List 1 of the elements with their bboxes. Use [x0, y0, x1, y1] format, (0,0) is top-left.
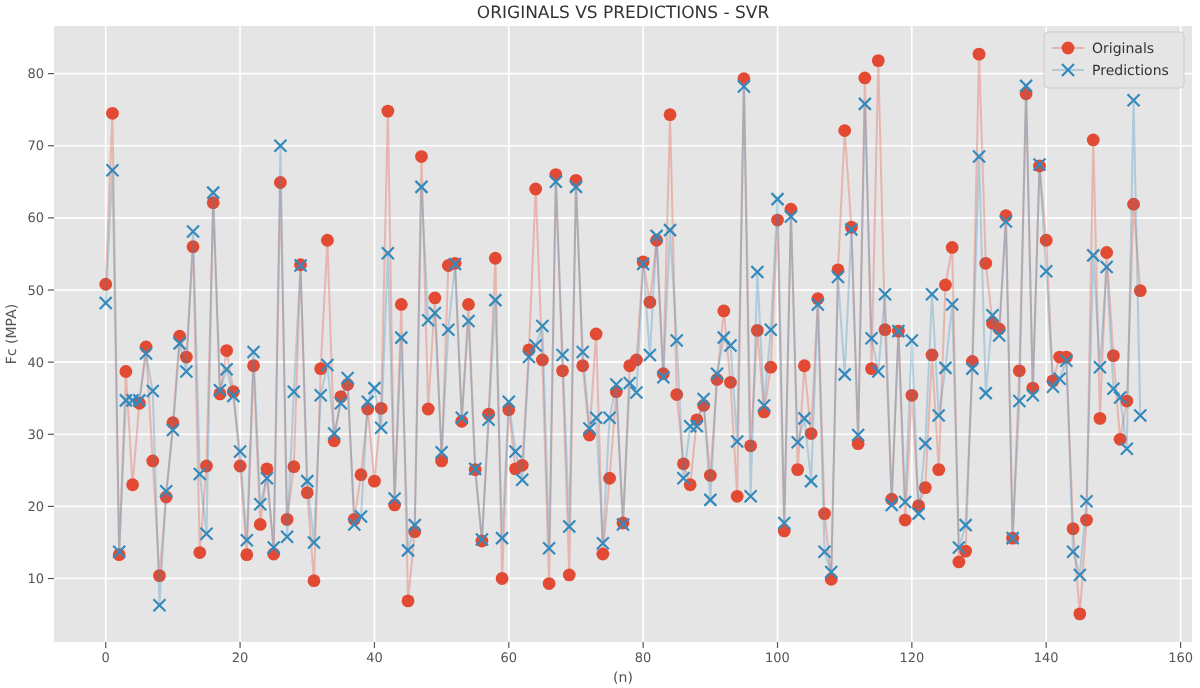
chart-title: ORIGINALS VS PREDICTIONS - SVR: [476, 4, 770, 24]
